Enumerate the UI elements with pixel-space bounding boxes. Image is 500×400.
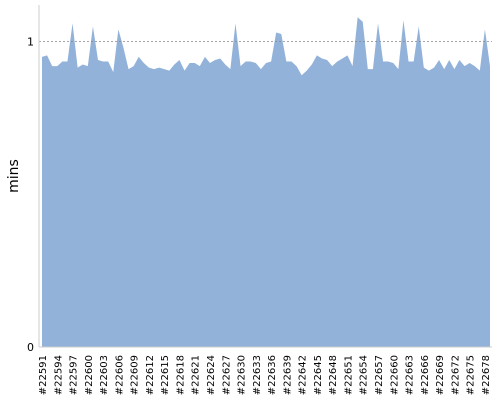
x-tick-label: #22648 bbox=[328, 355, 339, 395]
x-tick-label: #22678 bbox=[481, 355, 492, 395]
x-tick-label: #22624 bbox=[206, 355, 217, 395]
x-tick-label: #22633 bbox=[252, 355, 263, 395]
x-tick-label: #22666 bbox=[420, 355, 431, 395]
x-tick-label: #22594 bbox=[53, 355, 64, 395]
x-tick-label: #22639 bbox=[282, 355, 293, 395]
x-tick-label: #22672 bbox=[450, 355, 461, 395]
x-tick-label: #22651 bbox=[343, 355, 354, 395]
x-tick-label: #22630 bbox=[237, 355, 248, 395]
x-tick-label: #22654 bbox=[359, 355, 370, 395]
y-tick-label: 1 bbox=[27, 36, 34, 49]
x-tick-label: #22618 bbox=[175, 355, 186, 395]
x-tick-label: #22627 bbox=[221, 355, 232, 395]
x-tick-label: #22600 bbox=[84, 355, 95, 395]
y-tick-label: 0 bbox=[27, 341, 34, 354]
x-tick-label: #22603 bbox=[99, 355, 110, 395]
x-tick-label: #22675 bbox=[466, 355, 477, 395]
x-tick-label: #22606 bbox=[114, 355, 125, 395]
x-tick-label: #22621 bbox=[191, 355, 202, 395]
x-tick-label: #22669 bbox=[435, 355, 446, 395]
y-axis-label: mins bbox=[6, 159, 22, 193]
x-tick-label: #22642 bbox=[298, 355, 309, 395]
x-tick-label: #22660 bbox=[389, 355, 400, 395]
x-tick-label: #22663 bbox=[405, 355, 416, 395]
x-tick-label: #22591 bbox=[38, 355, 49, 395]
area bbox=[42, 17, 490, 347]
x-tick-label: #22645 bbox=[313, 355, 324, 395]
x-tick-label: #22636 bbox=[267, 355, 278, 395]
x-tick-label: #22612 bbox=[145, 355, 156, 395]
x-tick-label: #22657 bbox=[374, 355, 385, 395]
x-tick-label: #22609 bbox=[130, 355, 141, 395]
x-tick-label: #22597 bbox=[69, 355, 80, 395]
x-tick-label: #22615 bbox=[160, 355, 171, 395]
